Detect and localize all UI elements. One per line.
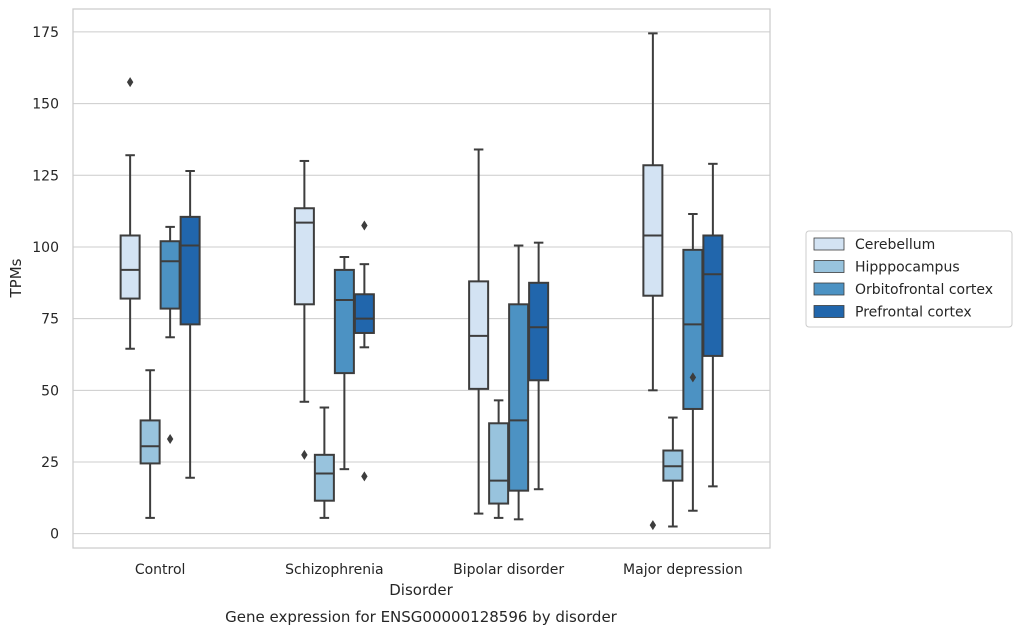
y-tick-label: 125 [32, 168, 59, 184]
box-body [488, 422, 510, 505]
box-hipppocampus [662, 416, 684, 528]
box-body [702, 234, 724, 357]
box-body [313, 453, 335, 502]
box-orbitofrontal-cortex [333, 255, 355, 471]
y-tick-label: 75 [41, 312, 59, 328]
box-cerebellum [293, 159, 315, 460]
box-body [528, 281, 550, 382]
box-prefrontal-cortex [528, 241, 550, 491]
box-prefrontal-cortex [353, 220, 375, 482]
box-body [293, 207, 315, 306]
outlier-point [126, 77, 134, 88]
x-tick-label: Schizophrenia [285, 562, 383, 578]
legend: Cerebellum Hipppocampus Orbitofrontal cort… [805, 230, 1013, 328]
box-cerebellum [119, 77, 141, 350]
legend-label: Cerebellum [855, 237, 935, 253]
box-body [159, 240, 181, 310]
outlier-point [689, 372, 697, 383]
box-cerebellum [468, 148, 490, 515]
box-orbitofrontal-cortex [682, 212, 704, 512]
y-tick-label: 25 [41, 455, 59, 471]
box-body [179, 215, 201, 326]
box-groups [119, 32, 724, 531]
box-body [139, 419, 161, 465]
box-hipppocampus [139, 369, 161, 519]
x-axis-label: Disorder [389, 581, 453, 599]
legend-swatch [813, 305, 845, 318]
box-body [682, 248, 704, 410]
box-cerebellum [642, 32, 664, 531]
outlier-point [361, 471, 368, 482]
outlier-point [649, 520, 657, 531]
x-tick-label: Control [135, 562, 186, 578]
legend-frame [805, 230, 1013, 328]
outlier-point [301, 449, 308, 460]
y-tick-labels: 0 25 50 75 100 125 150 175 [32, 25, 59, 543]
box-body [353, 293, 375, 334]
y-tick-label: 100 [32, 240, 59, 256]
y-tick-label: 50 [41, 383, 59, 399]
y-tick-label: 0 [50, 527, 59, 543]
legend-swatch [813, 260, 845, 273]
y-tick-label: 175 [32, 25, 59, 41]
box-orbitofrontal-cortex [508, 244, 530, 521]
box-body [333, 268, 355, 375]
plot-frame [72, 8, 771, 549]
legend-swatch [813, 237, 845, 251]
x-tick-label: Bipolar disorder [453, 562, 564, 578]
x-tick-labels: Control Schizophrenia Bipolar disorder Majo… [135, 562, 743, 578]
box-prefrontal-cortex [702, 162, 724, 488]
y-tick-label: 150 [32, 97, 59, 113]
box-hipppocampus [313, 406, 335, 519]
legend-label: Prefrontal cortex [855, 305, 972, 321]
box-prefrontal-cortex [179, 169, 201, 479]
legend-label: Orbitofrontal cortex [855, 282, 993, 298]
box-body [642, 164, 664, 297]
outlier-point [361, 220, 368, 231]
x-tick-label: Major depression [623, 562, 743, 578]
legend-swatch [813, 282, 845, 296]
outlier-point [166, 434, 174, 445]
box-body [119, 234, 141, 300]
chart-caption: Gene expression for ENSG00000128596 by d… [225, 608, 618, 626]
box-body [508, 303, 530, 492]
legend-label: Hipppocampus [855, 260, 960, 276]
y-axis-label: TPMs [7, 258, 25, 298]
